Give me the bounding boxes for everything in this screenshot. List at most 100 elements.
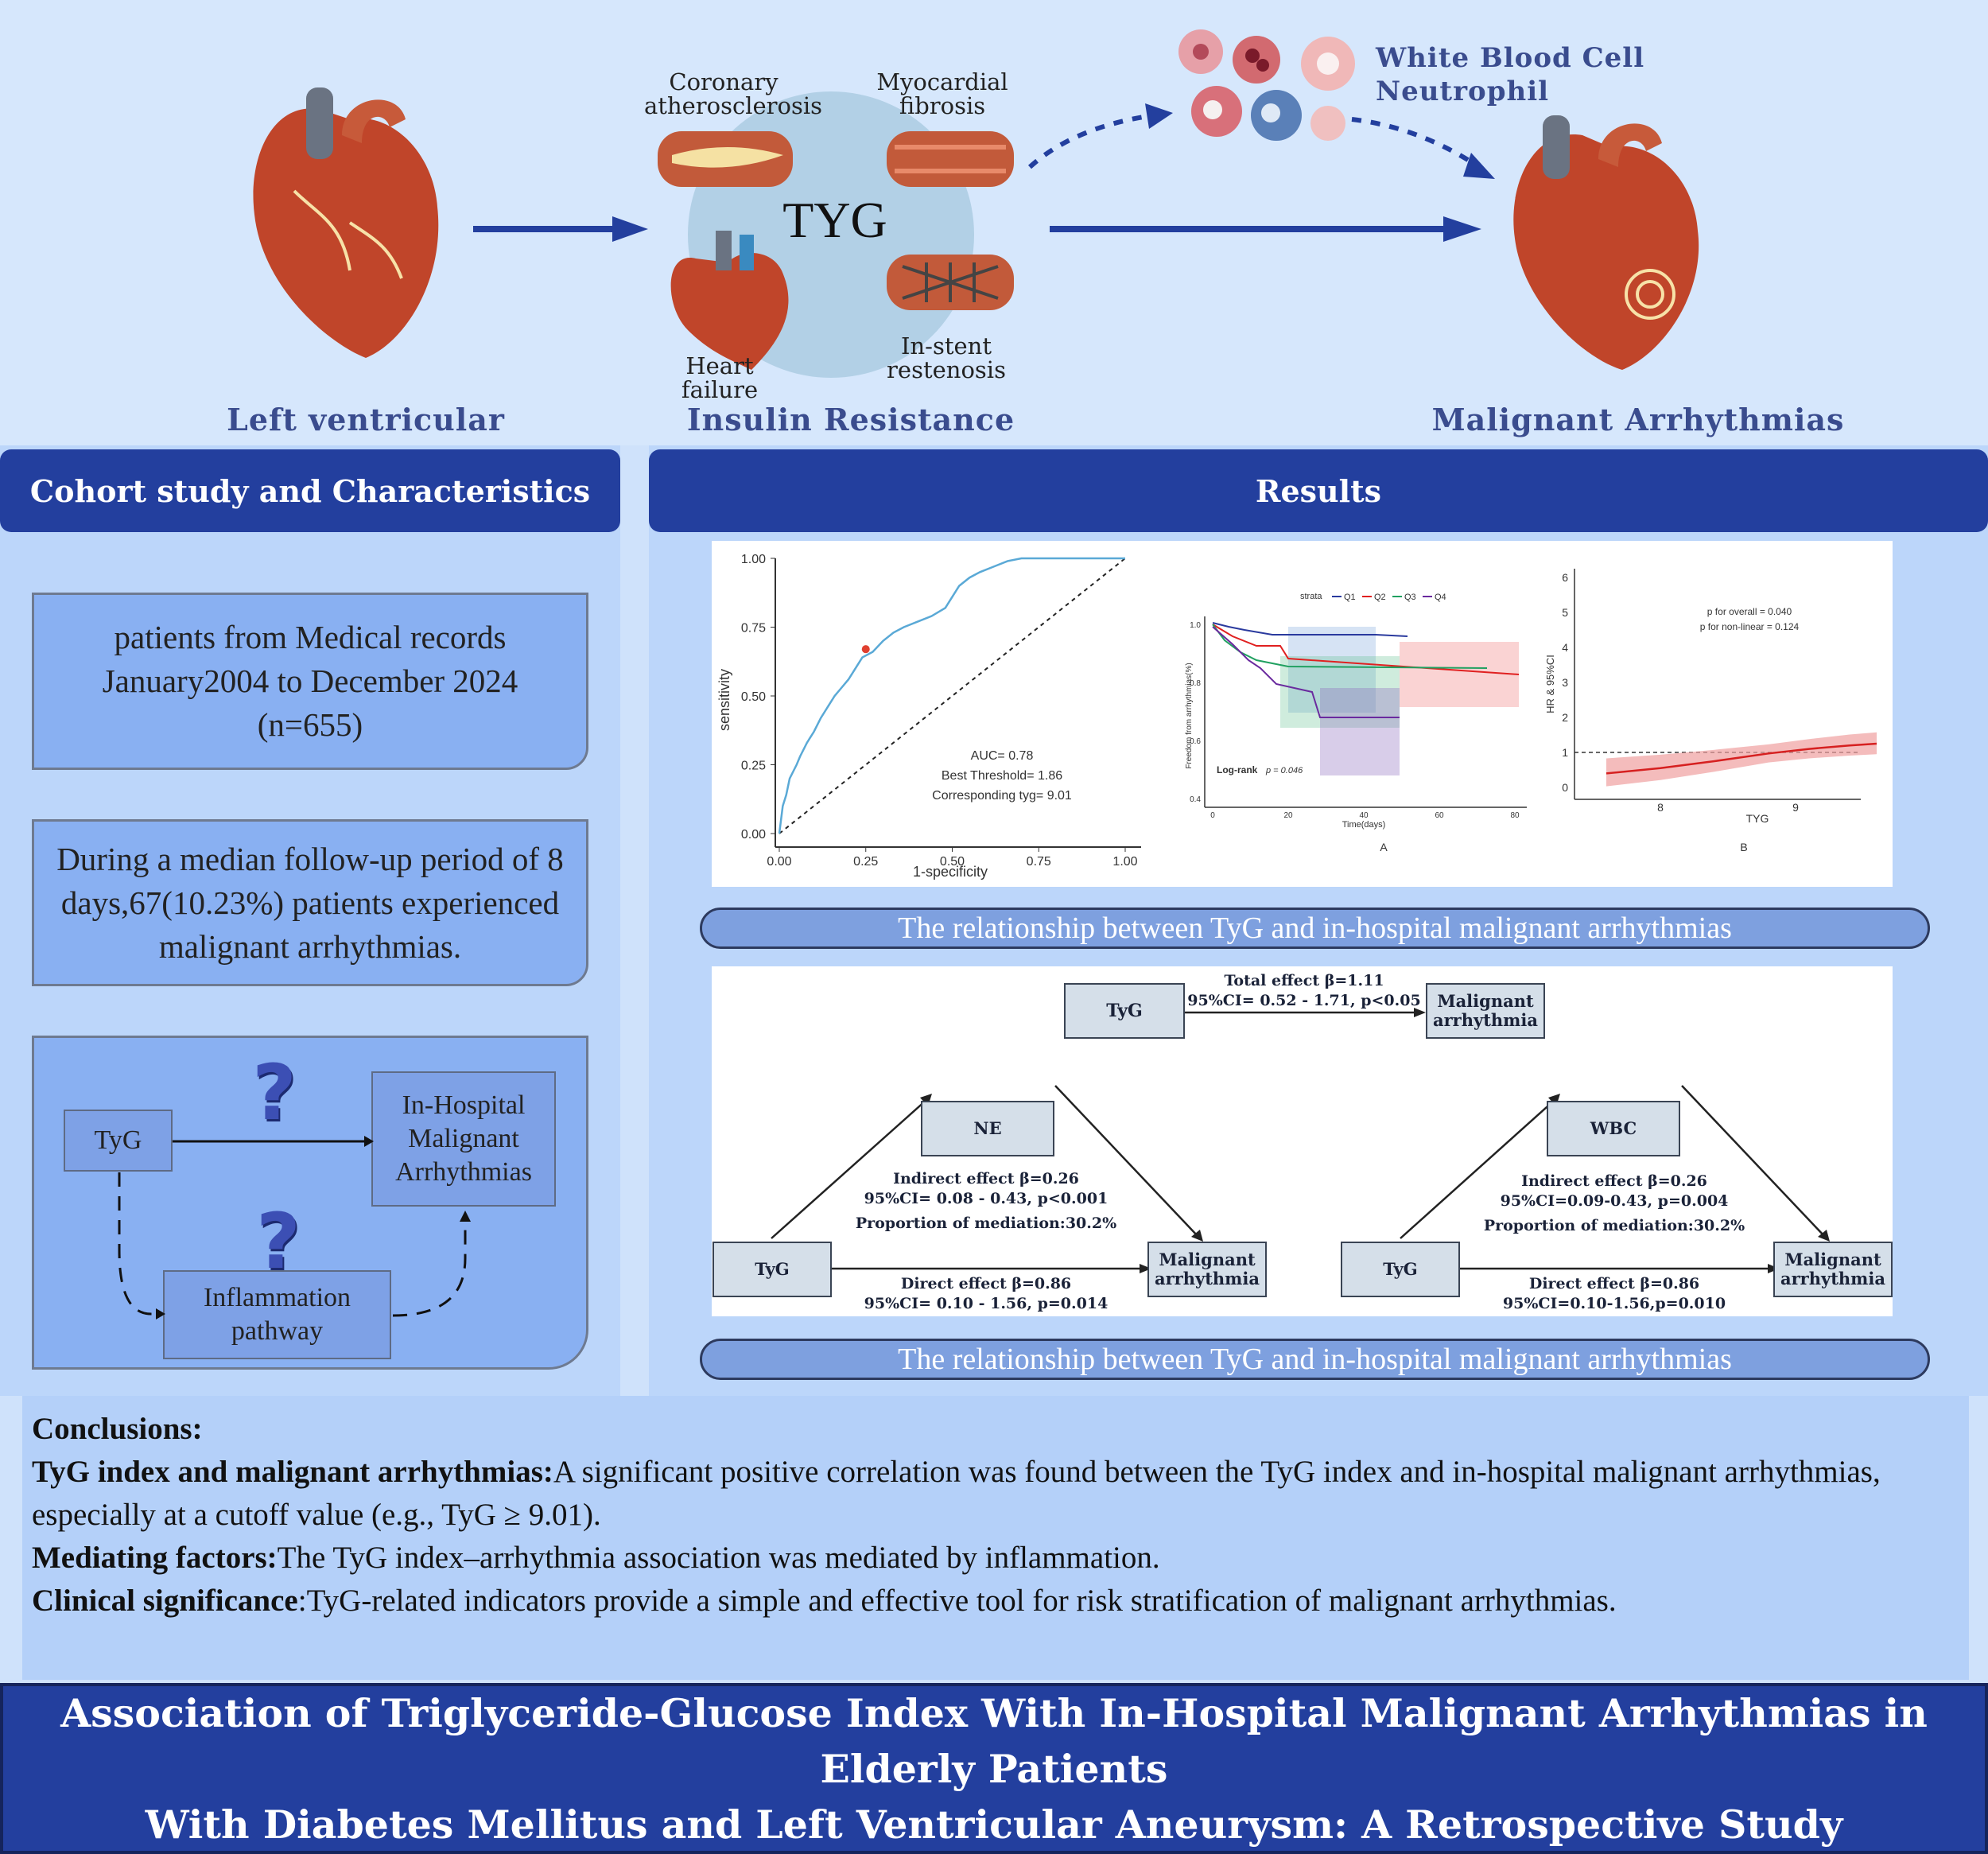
aorta — [342, 99, 406, 143]
rcs-y-tick-label: 1 — [1562, 746, 1568, 759]
left-panel-header: Cohort study and Characteristics — [0, 449, 620, 532]
fibrosis-vessel — [887, 131, 1014, 187]
title-line-2: With Diabetes Mellitus and Left Ventricu… — [145, 1801, 1843, 1848]
km-panel-label: A — [1380, 841, 1388, 853]
km-legend-label: Q4 — [1435, 593, 1446, 602]
km-x-tick-label: 0 — [1210, 811, 1215, 820]
wbc-indirect-ci: 95%CI=0.09-0.43, p=0.004 — [1500, 1192, 1729, 1210]
question-mark-icon: ? — [256, 1197, 301, 1286]
roc-threshold: Best Threshold= 1.86 — [942, 769, 1062, 783]
rcs-y-label: HR & 95%CI — [1544, 655, 1556, 713]
conclusion-3: Clinical significance:TyG-related indica… — [32, 1584, 1617, 1618]
wbc-label: White Blood Cell Neutrophil — [1376, 41, 1644, 108]
rcs-curve — [1606, 742, 1877, 775]
roc-x-tick-label: 0.75 — [1027, 855, 1051, 869]
roc-x-tick-label: 0.25 — [853, 855, 878, 869]
study-title: Association of Triglyceride-Glucose Inde… — [0, 1683, 1988, 1854]
wbc-line2: Neutrophil — [1376, 76, 1550, 107]
ne-indirect-beta: Indirect effect β=0.26 — [893, 1170, 1079, 1187]
wbc-proportion: Proportion of mediation:30.2% — [1483, 1217, 1745, 1234]
km-legend-label: Q1 — [1344, 593, 1356, 602]
roc-x-tick-label: 0.00 — [767, 855, 791, 869]
dotted-line — [1027, 113, 1154, 169]
km-y-tick-label: 0.6 — [1190, 737, 1201, 746]
dotted-arrow-up — [1027, 103, 1173, 169]
rcs-chart: 0 1 2 3 4 5 6 8 9 p for overall = 0.040 p for no… — [1544, 569, 1877, 853]
cohort-box: patients from Medical records January200… — [32, 593, 588, 770]
wbc-direct-beta: Direct effect β=0.86 — [1528, 1275, 1700, 1292]
km-ci-band — [1280, 656, 1400, 728]
km-p-value: p = 0.046 — [1265, 766, 1303, 775]
arrow-head — [612, 216, 648, 242]
arrhythmia-spiral — [1625, 269, 1675, 320]
hypothesis-arrows — [118, 1136, 471, 1320]
arrow-head — [156, 1308, 165, 1320]
diagram-outcome-node: In-Hospital Malignant Arrhythmias — [371, 1071, 556, 1207]
rcs-x-label: TYG — [1746, 812, 1769, 825]
km-q3-line — [1212, 624, 1488, 669]
wbc-direct-text: Direct effect β=0.86 95%CI=0.10-1.56,p=0… — [1471, 1274, 1757, 1314]
km-x-tick-label: 20 — [1283, 811, 1293, 820]
roc-auc: AUC= 0.78 — [971, 749, 1034, 763]
wbc-indirect-beta: Indirect effect β=0.26 — [1521, 1172, 1707, 1190]
rcs-y-tick-label: 4 — [1562, 641, 1568, 654]
roc-best-point — [861, 645, 870, 654]
km-x-label: Time(days) — [1342, 820, 1386, 830]
km-y-label: Freedom from arrhythmias(%) — [1185, 663, 1194, 768]
coronary-label: Coronary atherosclerosis — [644, 68, 823, 119]
arrow-head — [1443, 216, 1481, 242]
km-logrank: Log-rank — [1217, 764, 1258, 775]
total-tyg-node: TyG — [1064, 983, 1185, 1039]
wbc-direct-ci: 95%CI=0.10-1.56,p=0.010 — [1502, 1295, 1726, 1312]
ne-proportion: Proportion of mediation:30.2% — [855, 1215, 1117, 1232]
km-ci-band — [1320, 688, 1400, 775]
rcs-x-tick-label: 8 — [1657, 801, 1664, 814]
conclusions-heading: Conclusions: — [32, 1412, 203, 1446]
roc-curve — [778, 557, 1125, 834]
heart-failure-label: Heart failure — [681, 352, 759, 403]
roc-y-tick-label: 0.50 — [741, 690, 766, 704]
ne-direct-beta: Direct effect β=0.86 — [900, 1275, 1072, 1292]
conduction-paths — [293, 189, 403, 279]
km-y-tick-label: 0.8 — [1190, 679, 1201, 688]
total-outcome-node: Malignant arrhythmia — [1426, 983, 1545, 1039]
km-legend-title: strata — [1300, 592, 1322, 601]
roc-y-tick-label: 0.00 — [741, 828, 766, 841]
title-line-1: Association of Triglyceride-Glucose Inde… — [60, 1689, 1928, 1792]
roc-corresponding: Corresponding tyg= 9.01 — [932, 789, 1072, 803]
results-caption-pill-2: The relationship between TyG and in-hosp… — [700, 1339, 1930, 1380]
to-inflammation-arrow — [118, 1172, 157, 1316]
rcs-p-nonlinear: p for non-linear = 0.124 — [1700, 621, 1800, 632]
ne-mediator-node: NE — [921, 1101, 1054, 1156]
heart-body — [253, 108, 439, 358]
blood-cells-illustration — [1178, 29, 1355, 141]
wbc-mediator-node: WBC — [1547, 1101, 1680, 1156]
conclusions-text: Conclusions: TyG index and malignant arr… — [32, 1408, 1956, 1623]
rcs-y-tick-label: 2 — [1562, 711, 1568, 724]
roc-x-tick-label: 1.00 — [1112, 855, 1137, 869]
ne-direct-ci: 95%CI= 0.10 - 1.56, p=0.014 — [864, 1295, 1109, 1312]
wbc-indirect-text: Indirect effect β=0.26 95%CI=0.09-0.43, … — [1471, 1172, 1757, 1236]
rcs-y-tick-label: 0 — [1562, 781, 1568, 794]
instent-label: In-stent restenosis — [887, 332, 1006, 383]
aorta — [1598, 123, 1662, 167]
followup-box: During a median follow-up period of 8 da… — [32, 819, 588, 986]
conclusion-2: Mediating factors:The TyG index–arrhythm… — [32, 1541, 1160, 1575]
myocardial-label: Myocardial fibrosis — [876, 68, 1008, 119]
cell — [1310, 106, 1345, 141]
km-legend-label: Q2 — [1374, 593, 1386, 602]
diagram-tyg-node: TyG — [64, 1110, 173, 1172]
roc-y-label: sensitivity — [716, 669, 732, 731]
roc-chart: 0.00 0.25 0.50 0.75 1.00 0.00 0.25 0.50 0.75 1.00… — [716, 553, 1141, 880]
km-ci-band — [1400, 642, 1519, 707]
ne-indirect-text: Indirect effect β=0.26 95%CI= 0.08 - 0.4… — [843, 1169, 1129, 1234]
rcs-panel-label: B — [1740, 841, 1747, 853]
dotted-line — [1351, 117, 1481, 169]
wbc-line1: White Blood Cell — [1376, 42, 1645, 74]
wbc-tyg-node: TyG — [1341, 1242, 1460, 1297]
ne-outcome-node: Malignant arrhythmia — [1147, 1242, 1267, 1297]
ne-direct-text: Direct effect β=0.86 95%CI= 0.10 - 1.56,… — [843, 1274, 1129, 1314]
total-effect-ci: 95%CI= 0.52 - 1.71, p<0.05 — [1187, 992, 1421, 1009]
arrow-to-arrhythmia — [1050, 216, 1481, 242]
roc-x-label: 1-specificity — [913, 864, 988, 880]
